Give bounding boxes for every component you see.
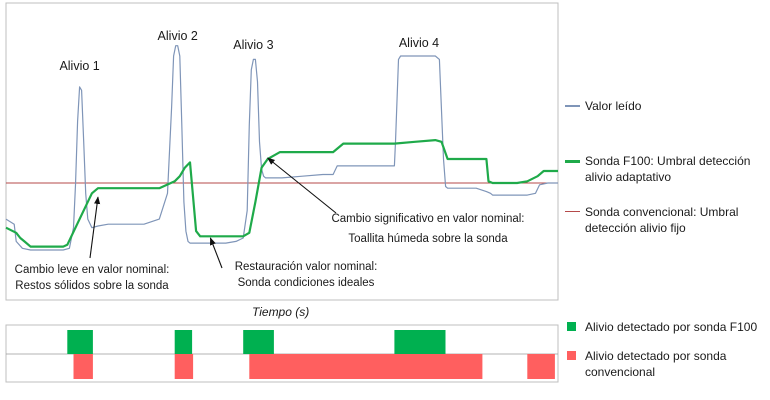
- peak-label: Alivio 3: [233, 38, 273, 52]
- detection-bar-convencional: [174, 354, 194, 379]
- peak-label: Alivio 4: [399, 36, 439, 50]
- x-axis-label: Tiempo (s): [252, 305, 310, 319]
- peak-label: Alivio 2: [158, 29, 198, 43]
- detection-bar-f100: [67, 330, 93, 354]
- peak-label: Alivio 1: [59, 59, 99, 73]
- detection-bar-f100: [243, 330, 274, 354]
- legend-swatch-line: [565, 105, 580, 107]
- legend-item-sonda-convencional: Sonda convencional: Umbral detección ali…: [565, 204, 755, 236]
- legend-swatch-line: [565, 211, 580, 212]
- annotation-arrow: [89, 196, 101, 259]
- annotation-text: Restos sólidos sobre la sonda: [15, 280, 169, 292]
- annotation-text: Cambio leve en valor nominal:: [15, 264, 170, 276]
- legend-item-valor-leido: Valor leído: [565, 98, 642, 114]
- legend-label: Alivio detectado por sonda F100: [585, 320, 758, 334]
- legend-label: Sonda convencional: Umbral detección ali…: [585, 205, 739, 235]
- series-line-sonda-f100: [5, 139, 558, 248]
- annotation-arrow: [209, 237, 223, 269]
- legend-item-sonda-f100: Sonda F100: Umbral detección alivio adap…: [565, 153, 760, 185]
- legend-swatch-square: [567, 322, 576, 331]
- legend-label: Alivio detectado por sonda convencional: [585, 349, 727, 379]
- legend-label: Sonda F100: Umbral detección alivio adap…: [585, 154, 751, 184]
- annotation-text: Sonda condiciones ideales: [238, 277, 375, 289]
- annotation-text: Toallita húmeda sobre la sonda: [348, 233, 508, 245]
- annotation-text: Cambio significativo en valor nominal:: [331, 213, 524, 225]
- legend-swatch-line: [565, 160, 580, 163]
- detection-bar-convencional: [249, 354, 483, 379]
- legend-item-detectado-f100: Alivio detectado por sonda F100: [567, 319, 760, 335]
- detection-bar-convencional: [73, 354, 93, 379]
- detection-bar-convencional: [527, 354, 555, 379]
- legend-item-detectado-convencional: Alivio detectado por sonda convencional: [567, 348, 755, 380]
- legend-label: Valor leído: [585, 99, 642, 113]
- annotation-arrow: [267, 157, 337, 214]
- detection-bar-f100: [174, 330, 193, 354]
- legend-swatch-square: [567, 351, 576, 360]
- series-line-valor-leido: [5, 45, 558, 251]
- detection-bar-f100: [394, 330, 446, 354]
- annotation-text: Restauración valor nominal:: [235, 261, 378, 273]
